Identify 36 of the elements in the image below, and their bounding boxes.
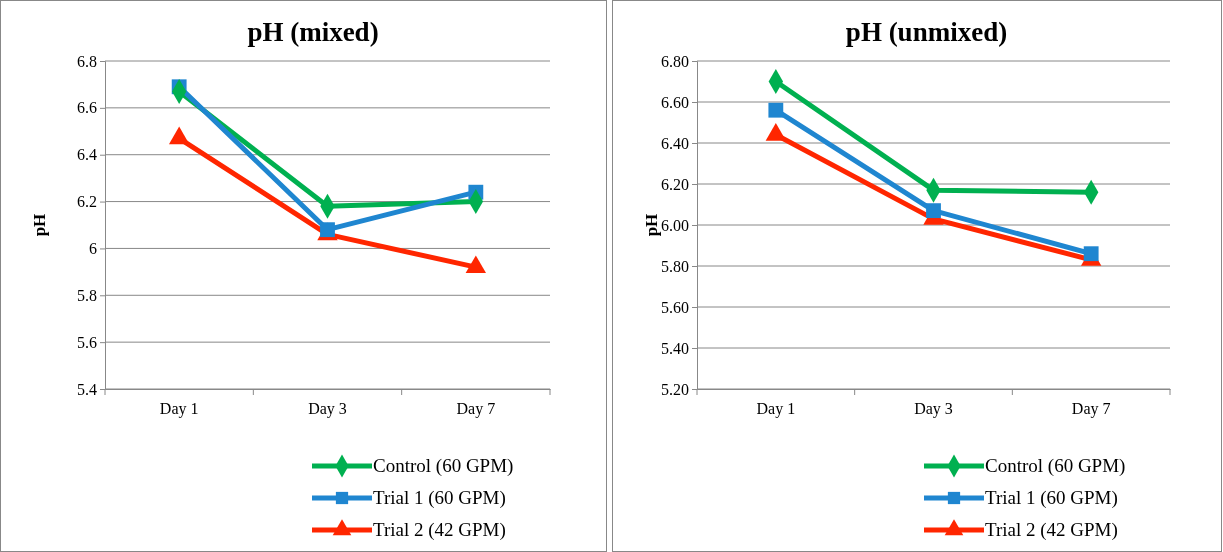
legend-label: Trial 1 (60 GPM)	[985, 487, 1118, 509]
y-tick-label: 6.20	[661, 175, 689, 193]
legend-label: Control (60 GPM)	[373, 455, 514, 477]
y-tick-label: 5.20	[661, 380, 689, 398]
x-tick-label: Day 1	[159, 400, 199, 419]
legend-label: Trial 2 (42 GPM)	[985, 519, 1118, 541]
y-tick-label: 5.80	[661, 257, 689, 275]
point	[1083, 246, 1099, 262]
legend-label: Trial 2 (42 GPM)	[373, 519, 506, 541]
point	[926, 203, 941, 219]
y-tick-label: 6.60	[661, 93, 689, 111]
y-tick-label: 6.4	[77, 146, 97, 164]
chart-title: pH (mixed)	[247, 17, 379, 47]
x-tick-label: Day 3	[308, 400, 347, 419]
y-tick-label: 6.40	[661, 134, 689, 152]
chart-title: pH (unmixed)	[845, 17, 1008, 47]
y-tick-label: 6.6	[77, 99, 97, 117]
x-tick-label: Day 1	[756, 400, 796, 419]
y-tick-label: 5.6	[77, 333, 97, 351]
y-axis-title: pH	[642, 213, 661, 237]
y-tick-label: 6.80	[661, 52, 689, 70]
y-tick-label: 5.60	[661, 298, 689, 316]
x-tick-label: Day 7	[1071, 400, 1111, 419]
y-tick-label: 6	[89, 240, 97, 258]
legend-label: Trial 1 (60 GPM)	[373, 487, 506, 509]
y-tick-label: 6.8	[77, 52, 97, 70]
y-tick-label: 5.40	[661, 339, 689, 357]
y-axis-title: pH	[30, 213, 49, 237]
point	[768, 102, 784, 118]
y-tick-label: 5.8	[77, 286, 97, 304]
legend-label: Control (60 GPM)	[985, 455, 1126, 477]
y-tick-label: 6.2	[77, 193, 97, 211]
y-tick-label: 6.00	[661, 216, 689, 234]
x-tick-label: Day 3	[914, 400, 953, 419]
y-tick-label: 5.4	[77, 380, 97, 398]
x-tick-label: Day 7	[456, 400, 496, 419]
